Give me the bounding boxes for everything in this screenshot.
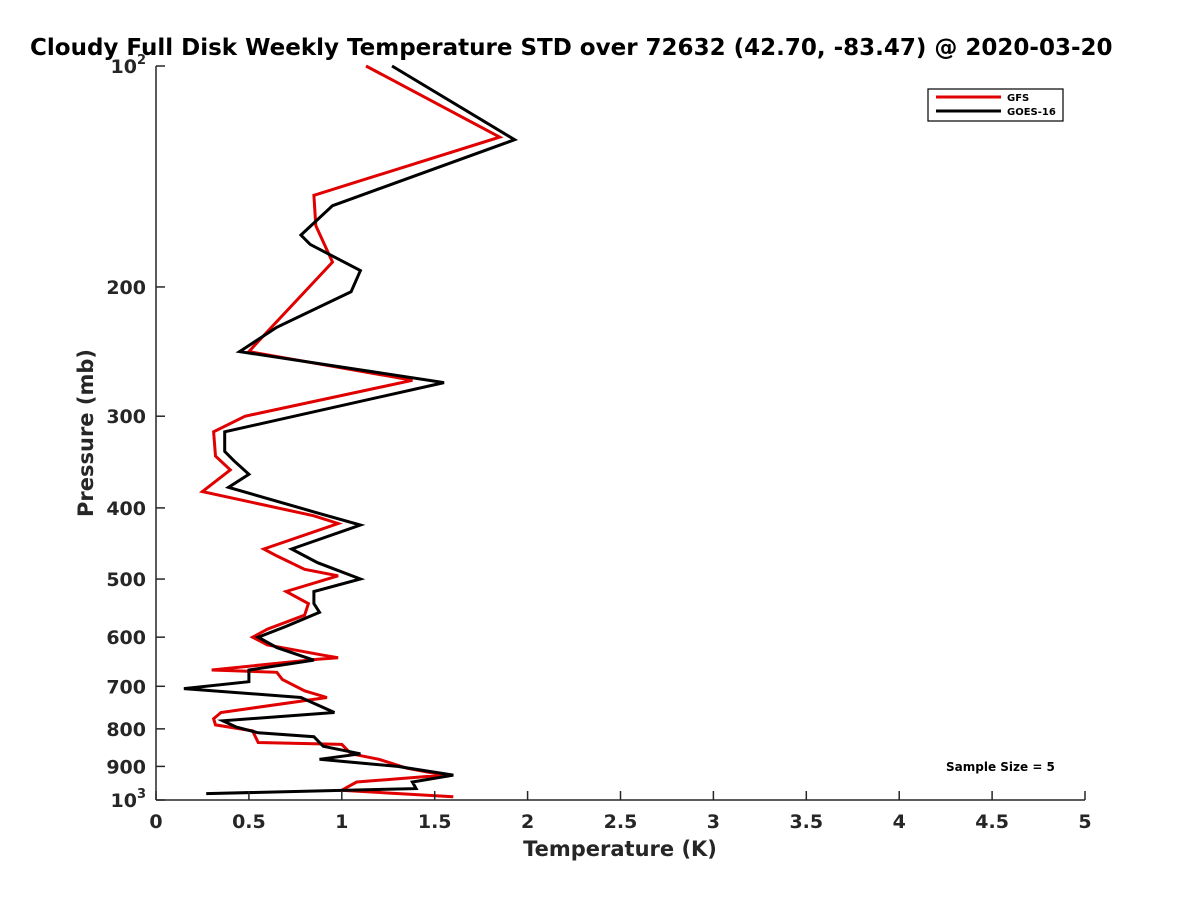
x-tick-label: 3: [707, 811, 720, 833]
y-tick-label: 102: [111, 53, 147, 78]
y-tick-label: 103: [111, 787, 147, 812]
x-axis-label: Temperature (K): [523, 837, 717, 861]
x-tick-label: 1: [335, 811, 348, 833]
x-tick-label: 3.5: [789, 811, 823, 833]
sample-size-annotation: Sample Size = 5: [946, 760, 1055, 774]
legend-label: GOES-16: [1007, 107, 1056, 118]
y-tick-label: 900: [106, 756, 146, 778]
y-axis: 102 200 300 400 500 600 700 800 900 103: [106, 53, 165, 812]
x-tick-label: 0: [149, 811, 162, 833]
y-tick-label: 600: [106, 627, 146, 649]
series-line-gfs: [198, 64, 504, 799]
chart-title: Cloudy Full Disk Weekly Temperature STD …: [30, 35, 1113, 61]
y-tick-label: 700: [106, 676, 146, 698]
x-tick-label: 2.5: [604, 811, 638, 833]
y-tick-label: 400: [106, 498, 146, 520]
y-tick-label: 300: [106, 406, 146, 428]
x-tick-label: 2: [521, 811, 534, 833]
y-tick-label: 800: [106, 719, 146, 741]
x-tick-label: 0.5: [232, 811, 266, 833]
legend-label: GFS: [1007, 93, 1029, 104]
x-tick-label: 5: [1078, 811, 1091, 833]
y-axis-label: Pressure (mb): [74, 349, 98, 517]
x-tick-label: 1.5: [418, 811, 452, 833]
plot-area: [183, 64, 519, 799]
y-tick-label: 200: [106, 277, 146, 299]
x-tick-label: 4: [893, 811, 906, 833]
x-tick-label: 4.5: [975, 811, 1009, 833]
y-tick-label: 500: [106, 569, 146, 591]
x-axis: 0 0.5 1 1.5 2 2.5 3 3.5 4 4.5 5: [149, 791, 1092, 833]
legend: GFS GOES-16: [927, 88, 1064, 122]
legend-box: [927, 88, 1064, 122]
series-line-goes-16: [183, 64, 519, 796]
